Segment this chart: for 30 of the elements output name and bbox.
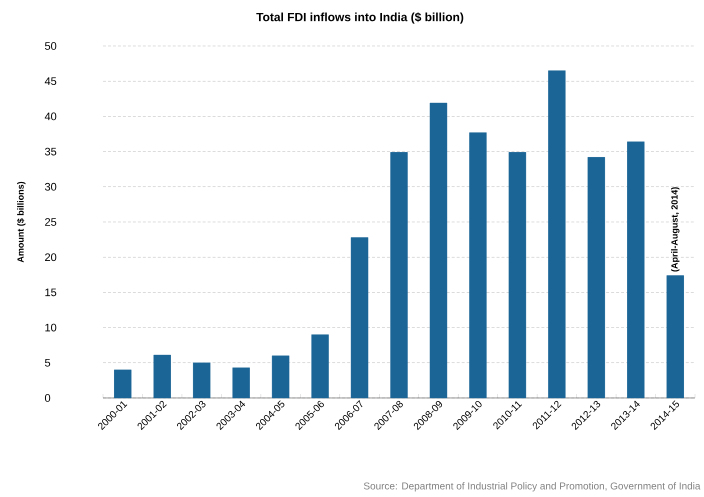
y-tick-label: 10: [45, 324, 56, 332]
bar: [548, 70, 566, 398]
bar: [666, 275, 684, 398]
bar: [430, 102, 448, 398]
chart-title: Total FDI inflows into India ($ billion): [256, 12, 464, 24]
y-tick-label: 50: [44, 42, 56, 50]
y-tick-label: 30: [44, 182, 56, 191]
annotation: (April-August, 2014): [671, 187, 680, 272]
y-tick-label: 0: [44, 394, 50, 402]
y-tick-label: 15: [45, 288, 56, 296]
y-tick-label: 45: [44, 77, 56, 86]
bar: [154, 354, 171, 398]
y-tick-label: 35: [44, 148, 56, 156]
y-tick-label: 20: [45, 253, 56, 262]
bar: [350, 237, 368, 398]
bar: [627, 142, 645, 398]
bar: [508, 152, 526, 398]
y-tick-label: 25: [45, 218, 56, 226]
bar: [390, 152, 408, 398]
y-tick-label: 5: [44, 358, 50, 367]
bar: [192, 362, 210, 398]
bar: [311, 334, 329, 398]
bar: [114, 370, 132, 398]
bar: [469, 132, 487, 398]
bar: [272, 356, 290, 398]
bar: [588, 157, 606, 398]
y-tick-label: 40: [44, 112, 56, 120]
bar: [232, 368, 250, 398]
source-note: Source: Department of Industrial Policy and Promotion, Government of India: [364, 482, 700, 492]
y-axis-title: Amount ($ billions): [16, 182, 26, 262]
